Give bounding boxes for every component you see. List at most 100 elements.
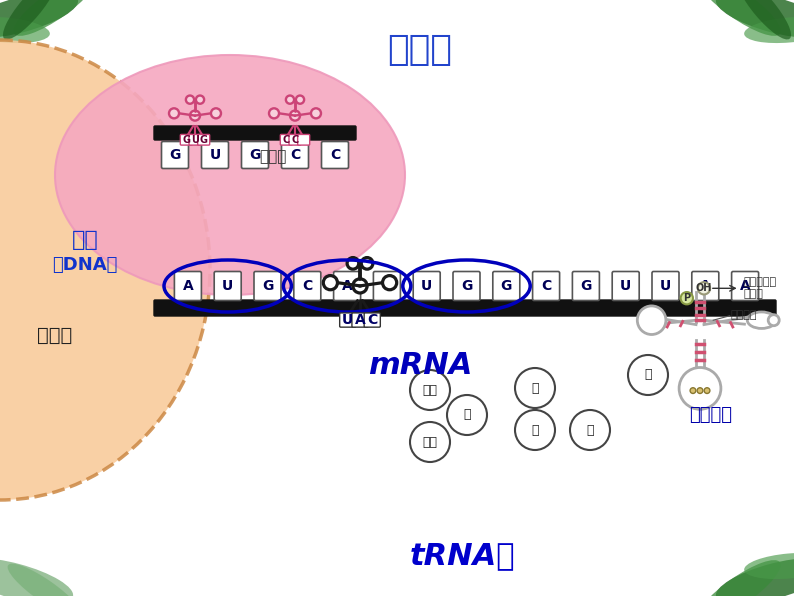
Circle shape	[290, 111, 300, 120]
Text: U: U	[210, 148, 221, 162]
Circle shape	[679, 368, 721, 409]
Ellipse shape	[697, 560, 781, 596]
FancyBboxPatch shape	[373, 272, 400, 300]
Circle shape	[196, 95, 204, 104]
Text: C: C	[290, 148, 300, 162]
Ellipse shape	[744, 553, 794, 579]
Text: C: C	[303, 279, 312, 293]
FancyBboxPatch shape	[198, 135, 210, 145]
Text: G: G	[183, 135, 191, 145]
Text: 甲硫: 甲硫	[422, 383, 437, 396]
Text: tRNA：: tRNA：	[409, 542, 515, 570]
FancyBboxPatch shape	[298, 135, 310, 145]
Circle shape	[347, 257, 359, 269]
Ellipse shape	[55, 55, 405, 295]
Ellipse shape	[8, 564, 83, 596]
Text: U: U	[421, 279, 432, 293]
FancyBboxPatch shape	[161, 141, 188, 169]
Text: C: C	[283, 135, 290, 145]
Text: C: C	[367, 313, 377, 327]
Text: 核糖体: 核糖体	[260, 150, 287, 164]
Circle shape	[638, 306, 666, 334]
Text: 细胞质: 细胞质	[387, 33, 453, 67]
Circle shape	[628, 355, 668, 395]
FancyBboxPatch shape	[189, 135, 201, 145]
Circle shape	[447, 395, 487, 435]
Ellipse shape	[737, 0, 791, 39]
Text: C: C	[330, 148, 340, 162]
Text: U: U	[342, 313, 353, 327]
Ellipse shape	[3, 0, 57, 39]
FancyBboxPatch shape	[731, 272, 758, 300]
FancyBboxPatch shape	[175, 272, 202, 300]
Text: C: C	[541, 279, 551, 293]
Circle shape	[190, 111, 200, 120]
Text: A: A	[740, 279, 750, 293]
Circle shape	[410, 422, 450, 462]
Circle shape	[286, 95, 294, 104]
Circle shape	[323, 275, 337, 290]
FancyBboxPatch shape	[282, 141, 309, 169]
FancyBboxPatch shape	[413, 272, 440, 300]
Circle shape	[353, 279, 367, 293]
FancyBboxPatch shape	[572, 272, 599, 300]
FancyBboxPatch shape	[333, 272, 360, 300]
Text: A: A	[183, 279, 193, 293]
Text: P: P	[684, 293, 690, 303]
FancyBboxPatch shape	[241, 141, 268, 169]
FancyBboxPatch shape	[692, 272, 719, 300]
Text: 碱基配对: 碱基配对	[730, 310, 757, 319]
Circle shape	[211, 108, 221, 119]
Ellipse shape	[716, 0, 794, 38]
Ellipse shape	[0, 0, 78, 38]
Text: U: U	[191, 135, 199, 145]
FancyBboxPatch shape	[154, 300, 776, 316]
Circle shape	[697, 388, 703, 393]
Text: （DNA）: （DNA）	[52, 256, 118, 274]
FancyBboxPatch shape	[254, 272, 281, 300]
Circle shape	[186, 95, 194, 104]
Circle shape	[169, 108, 179, 119]
Circle shape	[769, 315, 779, 325]
FancyBboxPatch shape	[154, 126, 356, 140]
FancyBboxPatch shape	[202, 141, 229, 169]
Circle shape	[296, 95, 304, 104]
FancyBboxPatch shape	[322, 141, 349, 169]
Text: G: G	[580, 279, 592, 293]
FancyBboxPatch shape	[289, 135, 301, 145]
Circle shape	[570, 410, 610, 450]
Circle shape	[515, 368, 555, 408]
FancyBboxPatch shape	[280, 135, 292, 145]
Text: 半胱: 半胱	[422, 436, 437, 449]
Text: OH: OH	[696, 283, 712, 293]
Text: C: C	[382, 279, 392, 293]
Circle shape	[690, 388, 696, 393]
Text: G: G	[199, 135, 208, 145]
Circle shape	[698, 282, 710, 294]
Circle shape	[311, 108, 321, 119]
FancyBboxPatch shape	[180, 135, 192, 145]
Circle shape	[680, 292, 693, 305]
Ellipse shape	[0, 40, 210, 500]
Circle shape	[704, 388, 710, 393]
Text: C: C	[291, 135, 299, 145]
Ellipse shape	[697, 0, 781, 36]
Text: mRNA: mRNA	[368, 350, 472, 380]
Text: U: U	[620, 279, 631, 293]
FancyBboxPatch shape	[652, 272, 679, 300]
Text: G: G	[262, 279, 273, 293]
FancyBboxPatch shape	[294, 272, 321, 300]
Circle shape	[361, 257, 373, 269]
Circle shape	[515, 410, 555, 450]
FancyBboxPatch shape	[612, 272, 639, 300]
Ellipse shape	[13, 0, 97, 36]
FancyBboxPatch shape	[364, 313, 380, 327]
Text: G: G	[169, 148, 181, 162]
Text: 色: 色	[531, 381, 539, 395]
Circle shape	[383, 275, 397, 290]
Ellipse shape	[716, 558, 794, 596]
Ellipse shape	[0, 17, 50, 43]
Text: 反密码子: 反密码子	[689, 406, 733, 424]
FancyBboxPatch shape	[214, 272, 241, 300]
Circle shape	[269, 108, 279, 119]
